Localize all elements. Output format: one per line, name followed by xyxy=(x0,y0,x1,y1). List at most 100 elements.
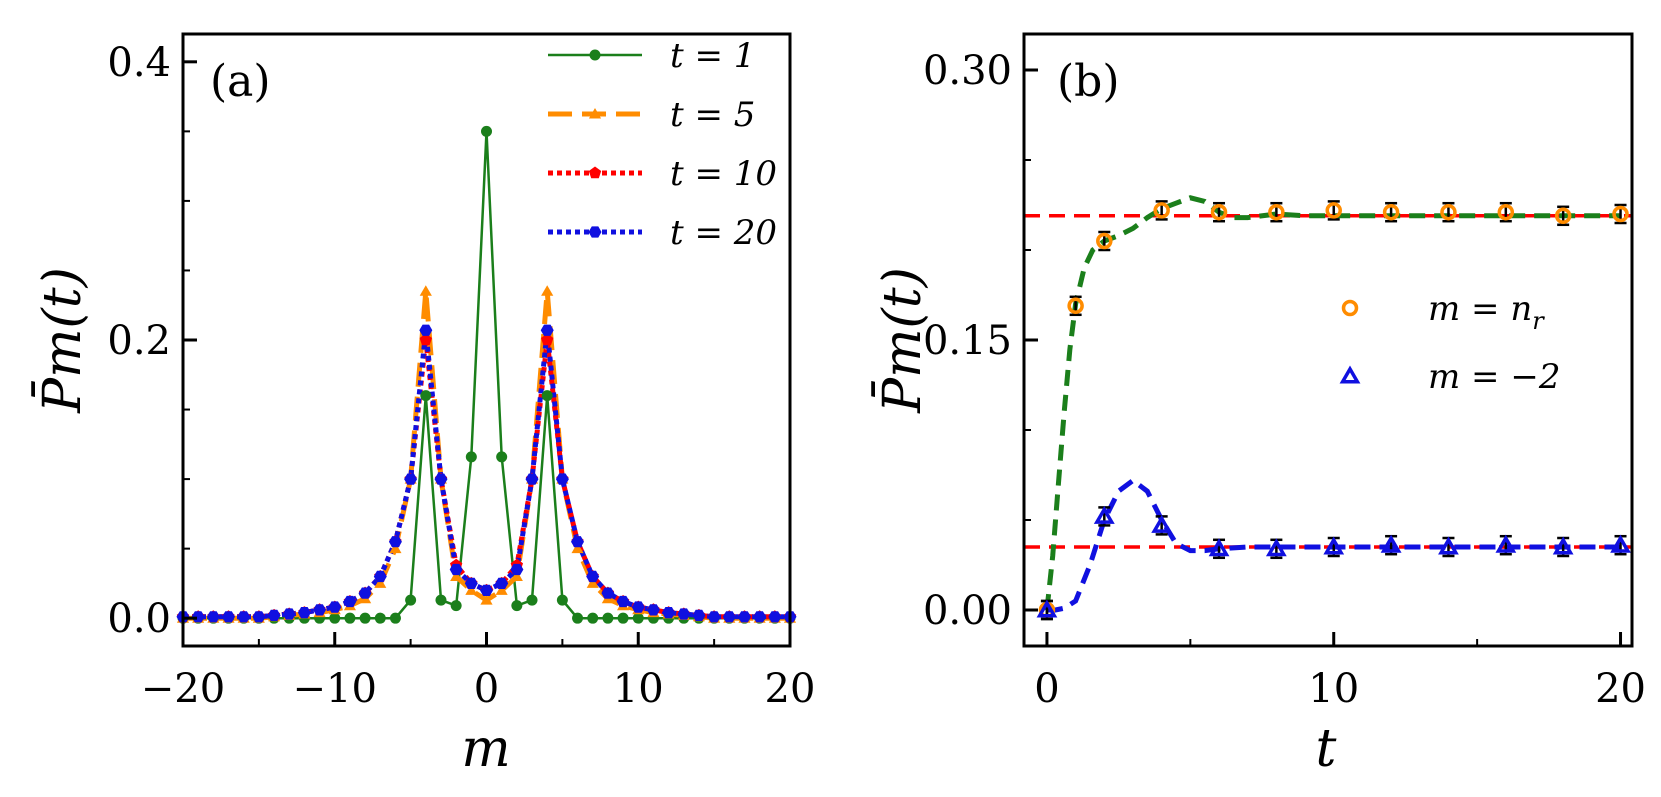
data-point-s0-6 xyxy=(1325,202,1342,219)
data-point-s3-12 xyxy=(358,587,372,599)
panel-b-ticks: 0 10 20 0.00 0.15 0.30 xyxy=(923,48,1646,712)
data-point-s1-22 xyxy=(510,570,523,581)
data-point-s1-6 xyxy=(1380,534,1402,553)
legend-label-0: t = 1 xyxy=(670,36,755,76)
data-point-s2-24 xyxy=(541,333,554,346)
data-point-s0-3 xyxy=(1153,202,1170,219)
legend-marker-0 xyxy=(1341,299,1359,317)
data-point-s0-26 xyxy=(572,612,584,624)
data-point-s3-8 xyxy=(297,607,311,619)
legend-marker-0 xyxy=(589,49,601,61)
data-point-s0-24 xyxy=(541,390,553,402)
x-tick-label-0: −20 xyxy=(141,666,225,712)
data-point-s3-16 xyxy=(419,324,433,336)
data-point-s3-28 xyxy=(601,587,615,599)
data-point-s3-32 xyxy=(662,607,676,619)
legend-marker-3 xyxy=(588,226,602,238)
data-point-s3-29 xyxy=(616,595,630,608)
data-point-s1-26 xyxy=(571,542,584,554)
data-point-s3-13 xyxy=(373,570,387,583)
legend-marker-1 xyxy=(588,108,602,119)
data-point-s3-23 xyxy=(525,473,539,485)
panel-b-legend: m = nr m = −2 xyxy=(1339,289,1560,397)
data-point-s1-0 xyxy=(1036,599,1058,618)
data-point-s3-10 xyxy=(328,601,342,613)
x-tick-label-4: 20 xyxy=(765,666,816,712)
data-point-s0-27 xyxy=(587,612,599,624)
data-point-s1-8 xyxy=(1495,534,1517,553)
data-point-s3-33 xyxy=(677,608,691,620)
panel-b-tag: (b) xyxy=(1057,56,1120,107)
x-tick-label-1: −10 xyxy=(293,666,377,712)
data-point-s0-2 xyxy=(1096,232,1113,250)
data-point-s0-18 xyxy=(450,600,462,612)
data-point-s3-24 xyxy=(540,324,554,336)
data-point-s1-19 xyxy=(465,584,478,595)
data-point-s3-27 xyxy=(586,570,600,583)
data-point-s0-30 xyxy=(632,612,644,624)
data-point-s3-15 xyxy=(404,473,418,485)
data-point-s2-16 xyxy=(419,333,432,346)
legend-label-3: t = 20 xyxy=(670,213,777,253)
data-point-s0-11 xyxy=(1612,205,1629,223)
legend-marker-2 xyxy=(588,166,602,179)
y-tick-label-0: 0.00 xyxy=(923,588,1012,634)
legend-label-main-1: m = −2 xyxy=(1428,357,1560,397)
data-point-s3-36 xyxy=(722,611,736,623)
data-point-s1-21 xyxy=(495,584,508,595)
data-point-s0-14 xyxy=(389,612,401,624)
data-point-s3-26 xyxy=(571,536,584,548)
data-point-s3-4 xyxy=(237,611,251,623)
data-point-s3-31 xyxy=(646,604,660,616)
data-point-s3-6 xyxy=(267,609,281,621)
data-point-s3-17 xyxy=(434,473,448,485)
y-tick-label-0: 0.0 xyxy=(107,596,171,642)
data-point-s3-5 xyxy=(252,611,266,623)
y-tick-label-2: 0.30 xyxy=(923,48,1012,94)
data-point-s1-5 xyxy=(1323,536,1345,555)
data-point-s1-7 xyxy=(1438,536,1459,555)
panel-b-markers-group xyxy=(1036,200,1631,621)
data-point-s0-25 xyxy=(556,594,568,606)
data-point-s3-22 xyxy=(510,563,524,576)
data-point-s0-19 xyxy=(465,451,477,463)
series-line-1 xyxy=(183,291,790,621)
panel-a-series-group xyxy=(183,131,790,621)
theory-curve-1 xyxy=(1046,477,1621,613)
y-tick-label-1: 0.15 xyxy=(923,318,1012,364)
panel-b: 0 10 20 0.00 0.15 0.30 (b) m = nr m = −2 t P̄m… xyxy=(872,32,1646,779)
data-point-s3-35 xyxy=(707,611,721,623)
data-point-s3-19 xyxy=(464,577,478,589)
data-point-s0-9 xyxy=(1497,203,1515,221)
data-point-s1-14 xyxy=(389,542,402,554)
legend-label-sub-0: r xyxy=(1532,307,1545,335)
data-point-s3-37 xyxy=(738,611,751,623)
y-tick-label-1: 0.2 xyxy=(107,318,171,364)
panel-a-markers-group xyxy=(176,125,797,624)
panel-a-ticks: −20 −10 0 10 20 0.0 0.2 0.4 xyxy=(107,40,815,712)
data-point-s0-10 xyxy=(1554,207,1572,225)
data-point-s0-7 xyxy=(1382,203,1400,221)
legend-label-main-0: m = n xyxy=(1428,289,1532,329)
legend-label-0: m = nr xyxy=(1428,289,1545,335)
panel-a-ylabel: P̄m(t) xyxy=(32,267,93,414)
panel-b-xlabel: t xyxy=(1316,719,1337,779)
data-point-s0-29 xyxy=(617,612,629,624)
data-point-s3-7 xyxy=(282,608,296,620)
x-tick-label-2: 0 xyxy=(474,666,499,712)
legend-label-2: t = 10 xyxy=(670,154,777,194)
data-point-s3-2 xyxy=(206,611,220,623)
data-point-s1-4 xyxy=(1265,538,1287,557)
data-point-s0-11 xyxy=(344,612,356,624)
series-line-2 xyxy=(183,339,790,620)
data-point-s3-3 xyxy=(222,611,235,623)
x-tick-label-2: 20 xyxy=(1595,666,1646,712)
series-line-3 xyxy=(183,330,790,620)
data-point-s1-10 xyxy=(1610,534,1631,553)
panel-a: −20 −10 0 10 200.00.20.4 (a) t = 1t = 5t = 1… xyxy=(32,32,815,779)
data-point-s3-11 xyxy=(343,595,357,608)
legend-label-1: m = −2 xyxy=(1428,357,1560,397)
data-point-s0-1 xyxy=(1067,297,1084,315)
data-point-s0-12 xyxy=(359,612,371,624)
data-point-s0-4 xyxy=(1210,203,1228,221)
